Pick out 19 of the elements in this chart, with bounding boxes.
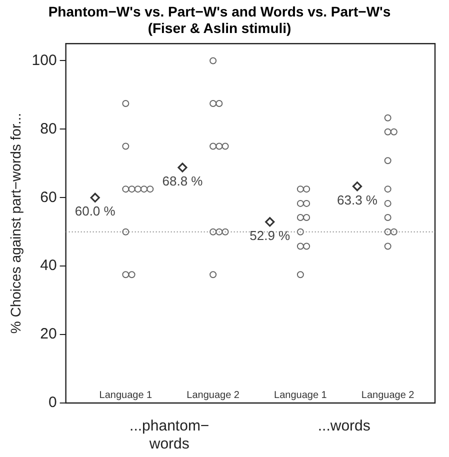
y-axis-title: % Choices against part−words for... (7, 112, 24, 334)
data-label: 63.3 % (336, 192, 378, 208)
y-tick-label: 0 (48, 394, 57, 412)
chart-subtitle: (Fiser & Aslin stimuli) (148, 20, 292, 36)
y-tick-label: 20 (40, 326, 57, 343)
y-tick-label: 60 (40, 188, 57, 206)
y-tick-label: 40 (40, 257, 57, 274)
y-tick-label: 100 (32, 52, 57, 69)
data-label: 52.9 % (250, 228, 291, 244)
x-tick-label: Language 1 (274, 390, 328, 401)
text: ...words (318, 418, 370, 435)
x-tick-label: Language 1 (99, 390, 153, 401)
data-label: 68.8 % (162, 174, 204, 189)
y-tick-label: 80 (40, 120, 57, 138)
text: ...phantom−words (130, 418, 210, 453)
x-tick-label: Language 2 (186, 390, 240, 401)
data-label: 60.0 % (74, 204, 116, 219)
chart-title: Phantom−W's vs. Part−W's and Words vs. Part−W's (48, 3, 391, 20)
x-tick-label: Language 2 (361, 390, 415, 401)
